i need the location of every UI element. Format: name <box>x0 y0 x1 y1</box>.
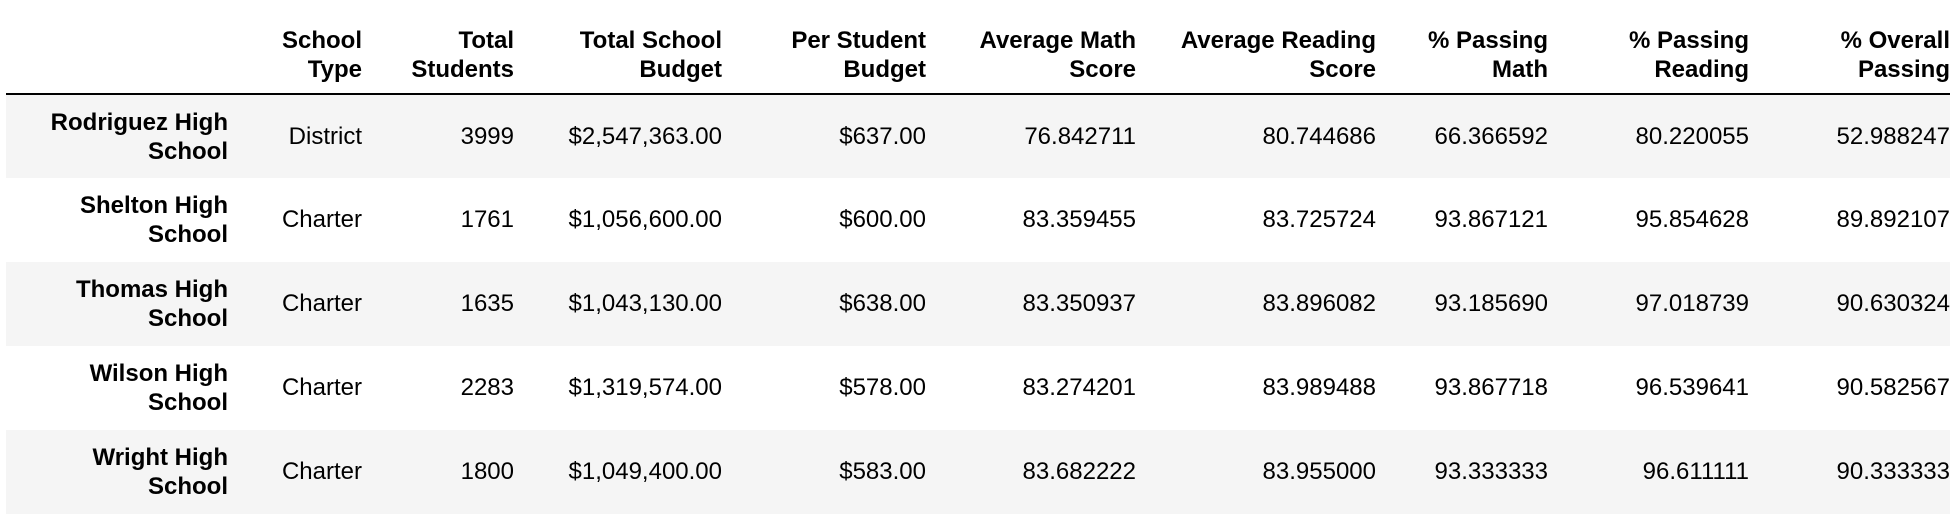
cell-total-students: 1635 <box>460 290 514 317</box>
cell-average-reading-score: 83.955000 <box>1262 458 1376 485</box>
school-name-line: School <box>147 305 228 332</box>
column-header-average-reading-score: Average Reading Score <box>1136 16 1376 95</box>
table-row: Wilson High School Charter 2283 $1,319,57… <box>6 346 1950 430</box>
school-name-line: Wright High <box>92 444 228 471</box>
column-header-school-type: School Type <box>228 16 362 95</box>
cell-passing-reading: 96.611111 <box>1642 458 1749 485</box>
header-line: School <box>281 27 362 54</box>
header-line: Budget <box>843 56 926 83</box>
cell-passing-reading: 95.854628 <box>1635 206 1749 233</box>
row-index-school-name: Thomas High School <box>6 262 228 346</box>
cell-school-type: Charter <box>281 374 362 401</box>
table-row: Wright High School Charter 1800 $1,049,40… <box>6 430 1950 514</box>
index-header <box>6 16 228 95</box>
header-line: Students <box>411 56 514 83</box>
school-name-line: School <box>147 473 228 500</box>
table-row: Thomas High School Charter 1635 $1,043,13… <box>6 262 1950 346</box>
row-index-school-name: Wright High School <box>6 430 228 514</box>
school-name-line: Wilson High <box>89 360 228 387</box>
cell-school-type: Charter <box>281 458 362 485</box>
header-line: Math <box>1492 56 1548 83</box>
row-index-school-name: Rodriguez High School <box>6 94 228 178</box>
header-line: Type <box>307 56 362 83</box>
header-line: Total School <box>579 27 722 54</box>
row-index-school-name: Shelton High School <box>6 178 228 262</box>
cell-average-math-score: 83.359455 <box>1022 206 1136 233</box>
table-row: Shelton High School Charter 1761 $1,056,6… <box>6 178 1950 262</box>
column-header-total-students: Total Students <box>362 16 514 95</box>
cell-per-student-budget: $638.00 <box>839 290 926 317</box>
table-row: Rodriguez High School District 3999 $2,54… <box>6 94 1950 178</box>
header-line: Score <box>1309 56 1376 83</box>
row-index-school-name: Wilson High School <box>6 346 228 430</box>
cell-overall-passing: 90.333333 <box>1836 458 1950 485</box>
header-line: % Passing <box>1628 27 1749 54</box>
cell-overall-passing: 89.892107 <box>1836 206 1950 233</box>
school-name-line: School <box>147 221 228 248</box>
column-header-passing-reading: % Passing Reading <box>1548 16 1749 95</box>
cell-overall-passing: 90.582567 <box>1836 374 1950 401</box>
cell-total-school-budget: $1,056,600.00 <box>568 206 722 233</box>
cell-per-student-budget: $600.00 <box>839 206 926 233</box>
cell-passing-math: 93.867121 <box>1434 206 1548 233</box>
cell-per-student-budget: $583.00 <box>839 458 926 485</box>
cell-passing-reading: 97.018739 <box>1635 290 1749 317</box>
column-header-per-student-budget: Per Student Budget <box>722 16 926 95</box>
cell-total-school-budget: $1,043,130.00 <box>568 290 722 317</box>
cell-average-math-score: 76.842711 <box>1024 122 1136 150</box>
cell-average-math-score: 83.350937 <box>1022 290 1136 317</box>
cell-school-type: Charter <box>281 290 362 317</box>
column-header-passing-math: % Passing Math <box>1376 16 1548 95</box>
cell-passing-math: 93.867718 <box>1434 374 1548 401</box>
header-row: School Type Total Students Total School Bud… <box>6 16 1950 95</box>
dataframe-output: School Type Total Students Total School Bud… <box>6 16 1950 514</box>
header-line: Passing <box>1857 56 1950 83</box>
cell-total-students: 1761 <box>460 206 514 233</box>
column-header-overall-passing: % Overall Passing <box>1749 16 1950 95</box>
cell-overall-passing: 52.988247 <box>1836 122 1950 150</box>
column-header-total-school-budget: Total School Budget <box>514 16 722 95</box>
cell-passing-math: 66.366592 <box>1434 122 1548 150</box>
cell-school-type: Charter <box>281 206 362 233</box>
cell-average-reading-score: 83.725724 <box>1262 206 1376 233</box>
cell-total-school-budget: $1,319,574.00 <box>568 374 722 401</box>
header-line: Per Student <box>791 27 926 54</box>
header-line: % Overall <box>1840 27 1950 54</box>
cell-average-reading-score: 80.744686 <box>1262 122 1376 150</box>
cell-total-school-budget: $2,547,363.00 <box>568 122 722 150</box>
header-line: % Passing <box>1427 27 1548 54</box>
cell-passing-math: 93.333333 <box>1434 458 1548 485</box>
cell-total-students: 2283 <box>460 374 514 401</box>
header-line: Score <box>1069 56 1136 83</box>
cell-passing-reading: 96.539641 <box>1635 374 1749 401</box>
cell-per-student-budget: $578.00 <box>839 374 926 401</box>
cell-average-math-score: 83.274201 <box>1022 374 1136 401</box>
header-line: Reading <box>1654 56 1749 83</box>
school-name-line: Shelton High <box>80 192 228 219</box>
school-name-line: School <box>147 137 228 165</box>
cell-school-type: District <box>288 122 362 150</box>
cell-total-students: 3999 <box>460 122 514 150</box>
school-name-line: Thomas High <box>75 276 228 303</box>
cell-passing-reading: 80.220055 <box>1635 122 1749 150</box>
school-name-line: School <box>147 389 228 416</box>
cell-per-student-budget: $637.00 <box>839 122 926 150</box>
cell-overall-passing: 90.630324 <box>1836 290 1950 317</box>
header-line: Budget <box>639 56 722 83</box>
header-line: Average Math <box>979 27 1137 54</box>
cell-passing-math: 93.185690 <box>1434 290 1548 317</box>
cell-average-reading-score: 83.896082 <box>1262 290 1376 317</box>
school-summary-table: School Type Total Students Total School Bud… <box>6 16 1950 514</box>
header-line: Total <box>458 27 514 54</box>
header-line: Average Reading <box>1180 27 1376 54</box>
cell-average-reading-score: 83.989488 <box>1262 374 1376 401</box>
school-name-line: Rodriguez High <box>50 108 228 136</box>
cell-total-students: 1800 <box>460 458 514 485</box>
column-header-average-math-score: Average Math Score <box>926 16 1137 95</box>
cell-average-math-score: 83.682222 <box>1022 458 1136 485</box>
cell-total-school-budget: $1,049,400.00 <box>568 458 722 485</box>
